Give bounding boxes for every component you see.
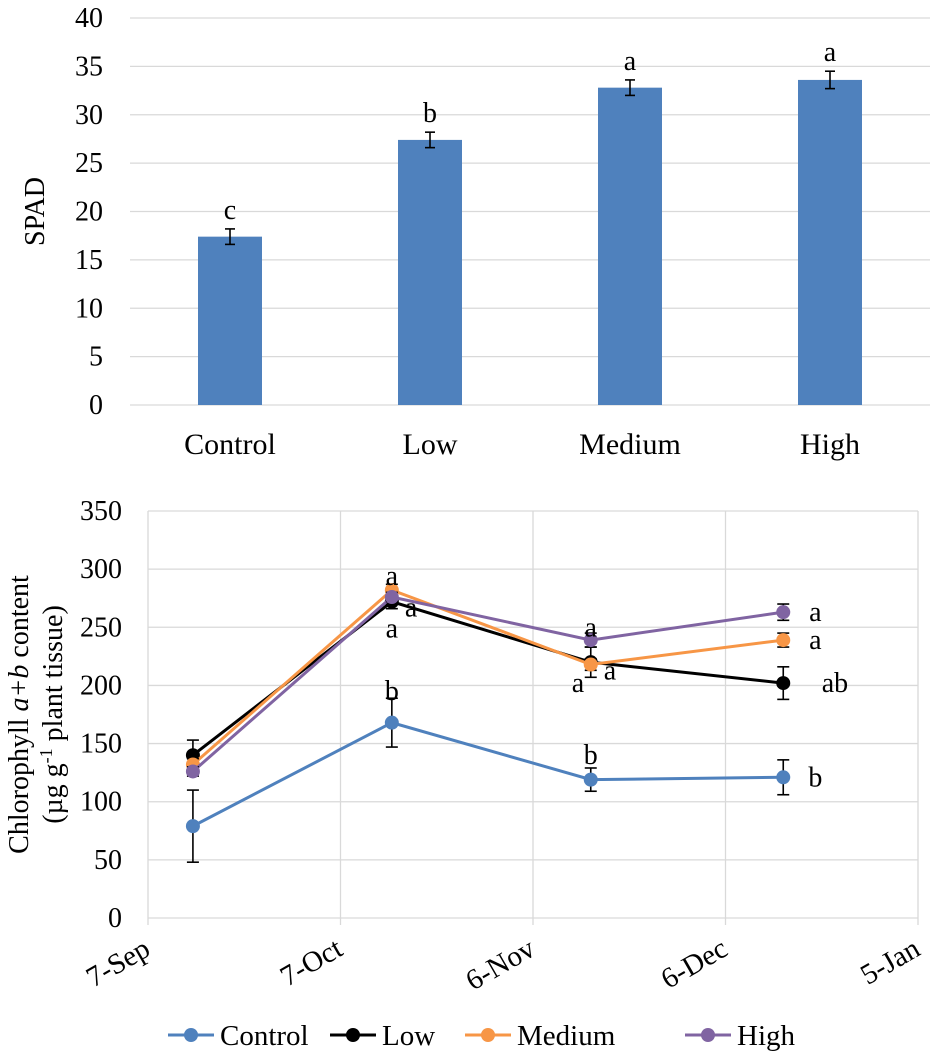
significance-label: a (386, 613, 399, 644)
legend-label-medium: Medium (517, 1020, 616, 1052)
line-y-axis-title-line1: Chlorophyll a+b content (4, 575, 35, 854)
line-y-tick-label: 300 (80, 554, 122, 585)
data-point-control (185, 819, 200, 834)
y-title-text: (µg g (38, 763, 69, 823)
line-x-tick-label: 5-Jan (855, 932, 926, 991)
legend: Control Low Medium High (168, 1020, 796, 1052)
legend-marker-low (346, 1028, 360, 1042)
significance-label: a (809, 597, 822, 628)
data-point-high (384, 590, 399, 605)
bar-medium (598, 87, 662, 405)
bar-x-category-label: High (800, 428, 860, 461)
significance-label: a (604, 655, 617, 686)
legend-marker-medium (481, 1028, 495, 1042)
line-y-tick-label: 250 (80, 612, 122, 643)
bar-y-tick-label: 35 (75, 51, 103, 82)
series-line-high (191, 595, 784, 773)
significance-label: a (809, 625, 822, 656)
data-point-control (384, 715, 399, 730)
data-point-high (776, 605, 791, 620)
bar-significance-label: a (824, 37, 837, 68)
line-y-tick-label: 100 (80, 787, 122, 818)
bar-y-tick-label: 5 (89, 342, 103, 373)
data-point-control (583, 772, 598, 787)
bar-y-tick-label: 40 (75, 3, 103, 34)
significance-label: a (386, 561, 399, 592)
significance-label: b (584, 740, 598, 771)
y-title-text: plant tissue) (38, 605, 69, 748)
significance-label: a (585, 612, 598, 643)
y-title-italic: a+b (4, 665, 35, 712)
data-point-high (185, 764, 200, 779)
bar-significance-label: c (224, 195, 236, 226)
bar-y-tick-label: 25 (75, 148, 103, 179)
significance-label: ab (822, 668, 848, 699)
bar-y-tick-label: 20 (75, 197, 103, 228)
significance-label: b (385, 676, 399, 707)
y-title-text: content (4, 575, 35, 665)
bar-x-category-label: Control (184, 428, 276, 461)
significance-label: a (572, 668, 585, 699)
bar-significance-label: b (423, 98, 437, 129)
data-point-low (776, 676, 791, 691)
line-y-tick-label: 50 (94, 845, 122, 876)
line-x-tick-label: 7-Sep (81, 932, 156, 994)
bar-y-tick-label: 15 (75, 245, 103, 276)
significance-label: b (808, 762, 822, 793)
data-point-high (583, 633, 598, 648)
legend-marker-control (184, 1028, 198, 1042)
legend-marker-high (701, 1028, 715, 1042)
bar-y-tick-label: 30 (75, 100, 103, 131)
bar-significance-label: a (624, 46, 637, 77)
bar-high (798, 79, 862, 406)
data-point-medium (583, 657, 598, 672)
bar-low (398, 139, 462, 405)
significance-label: a (405, 593, 418, 624)
line-x-tick-label: 6-Dec (656, 932, 733, 995)
line-x-tick-label: 7-Oct (275, 932, 348, 993)
line-y-tick-label: 200 (80, 670, 122, 701)
line-y-tick-label: 350 (80, 496, 122, 527)
bar-control (198, 236, 262, 405)
bar-y-tick-label: 10 (75, 293, 103, 324)
bar-y-tick-label: 0 (89, 390, 103, 421)
series-line-control (192, 721, 784, 828)
data-point-control (776, 770, 791, 785)
legend-label-low: Low (382, 1020, 435, 1052)
chlorophyll-line-chart: 0 50 100 150 200 250 300 350 7-Sep 7-Oct 6-Nov 6-De… (4, 496, 926, 1052)
data-point-medium (776, 633, 791, 648)
line-y-tick-label: 150 (80, 729, 122, 760)
line-y-axis-title-line2: (µg g-1 plant tissue) (36, 605, 69, 824)
bar-y-axis-title: SPAD (20, 177, 51, 246)
legend-label-control: Control (220, 1020, 309, 1052)
bar-x-category-label: Low (403, 428, 458, 461)
spad-bar-chart: 0 5 10 15 20 25 30 35 40 c Control b Low a Medium a High… (20, 3, 930, 461)
legend-label-high: High (737, 1020, 796, 1052)
bar-x-category-label: Medium (579, 428, 681, 461)
line-x-tick-label: 6-Nov (460, 932, 541, 997)
series-line-medium (191, 588, 784, 766)
y-title-superscript: -1 (36, 748, 56, 763)
line-y-tick-label: 0 (108, 903, 122, 934)
y-title-text: Chlorophyll (4, 711, 35, 853)
